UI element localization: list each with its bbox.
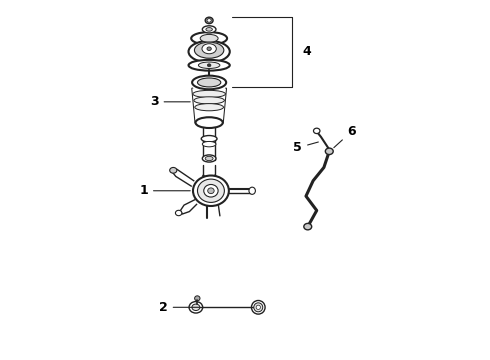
Ellipse shape bbox=[189, 60, 230, 71]
Ellipse shape bbox=[325, 148, 333, 154]
Ellipse shape bbox=[194, 97, 224, 104]
Ellipse shape bbox=[207, 47, 211, 50]
Ellipse shape bbox=[202, 44, 216, 54]
Ellipse shape bbox=[207, 64, 211, 67]
Ellipse shape bbox=[195, 42, 224, 58]
Ellipse shape bbox=[201, 135, 217, 142]
Ellipse shape bbox=[251, 301, 265, 314]
Ellipse shape bbox=[189, 41, 230, 62]
Ellipse shape bbox=[202, 141, 216, 147]
Ellipse shape bbox=[191, 32, 227, 45]
Ellipse shape bbox=[314, 128, 320, 134]
Text: 5: 5 bbox=[294, 141, 318, 154]
Ellipse shape bbox=[249, 187, 255, 194]
Text: 3: 3 bbox=[150, 95, 190, 108]
Ellipse shape bbox=[304, 224, 312, 230]
Ellipse shape bbox=[206, 28, 212, 31]
Text: 6: 6 bbox=[334, 125, 356, 148]
Text: 2: 2 bbox=[159, 301, 199, 314]
Polygon shape bbox=[192, 89, 226, 123]
Ellipse shape bbox=[175, 210, 182, 216]
Ellipse shape bbox=[189, 302, 203, 313]
Ellipse shape bbox=[202, 155, 216, 162]
Ellipse shape bbox=[254, 303, 263, 312]
Ellipse shape bbox=[198, 62, 220, 68]
Text: 1: 1 bbox=[139, 184, 190, 197]
Ellipse shape bbox=[256, 305, 260, 310]
Ellipse shape bbox=[193, 176, 229, 206]
Ellipse shape bbox=[207, 19, 211, 22]
Ellipse shape bbox=[170, 167, 177, 173]
Ellipse shape bbox=[208, 188, 214, 194]
Ellipse shape bbox=[204, 184, 218, 197]
Ellipse shape bbox=[200, 35, 218, 42]
Ellipse shape bbox=[192, 76, 226, 89]
Ellipse shape bbox=[193, 90, 225, 98]
Ellipse shape bbox=[202, 26, 216, 33]
Ellipse shape bbox=[195, 104, 223, 111]
Ellipse shape bbox=[197, 78, 221, 87]
Ellipse shape bbox=[205, 17, 213, 24]
Ellipse shape bbox=[192, 304, 200, 311]
Ellipse shape bbox=[205, 156, 213, 161]
Text: 4: 4 bbox=[302, 45, 311, 58]
Ellipse shape bbox=[195, 296, 200, 301]
Ellipse shape bbox=[197, 179, 224, 202]
Ellipse shape bbox=[196, 117, 223, 128]
